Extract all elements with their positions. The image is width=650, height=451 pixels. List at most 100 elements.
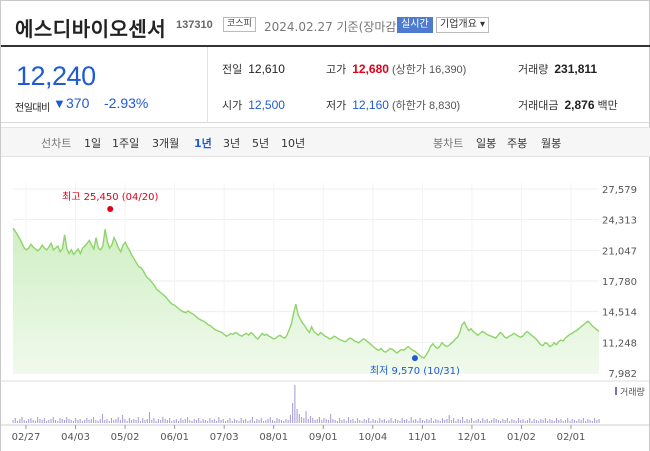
volume-bar (101, 414, 104, 423)
volume-bar (403, 420, 406, 423)
tab-3y[interactable]: 3년 (223, 137, 241, 150)
volume-bar (354, 421, 356, 423)
high-value: 12,680 (352, 62, 389, 76)
volume-bar (160, 420, 162, 423)
volume-bar (540, 419, 542, 423)
lower-limit: (하한가 8,830) (391, 100, 461, 112)
volume-bar (75, 418, 77, 423)
tab-1y[interactable]: 1년 (194, 137, 212, 150)
volume-bar (57, 421, 59, 423)
volume-bar (323, 418, 325, 423)
x-tick-label: 10/04 (358, 432, 387, 443)
volume-bar (155, 421, 157, 423)
volume-bar (227, 420, 229, 423)
y-tick-label: 14,514 (602, 308, 637, 319)
volume-bar (139, 421, 142, 423)
volume-bar (571, 419, 573, 423)
volume-bar (312, 418, 314, 423)
tab-daily[interactable]: 일봉 (476, 137, 497, 150)
trade-value: 2,876 (564, 98, 595, 112)
x-tick-label: 11/01 (408, 432, 437, 443)
volume-bar (582, 418, 584, 423)
high-cell: 고가 12,680 (상한가 16,390) (326, 61, 466, 77)
volume-bar (506, 418, 508, 423)
volume-bar (392, 421, 394, 423)
volume-bar (350, 420, 352, 423)
x-tick-label: 06/01 (160, 432, 189, 443)
volume-bar (330, 414, 332, 423)
volume-bar (61, 419, 63, 423)
volume-bar (437, 420, 439, 423)
company-overview-dropdown[interactable]: 기업개요 ▾ (436, 17, 489, 33)
volume-bar (207, 421, 209, 423)
volume-bar (142, 418, 144, 423)
tab-monthly[interactable]: 월봉 (541, 137, 562, 150)
volume-bar (276, 418, 278, 423)
volume-bar (551, 420, 553, 423)
volume-bar (497, 420, 499, 423)
volume-bar (363, 419, 365, 423)
volume-bar (381, 420, 383, 423)
volume-bar (41, 420, 43, 423)
tab-1d[interactable]: 1일 (84, 137, 102, 150)
volume-bar (538, 421, 540, 423)
volume-bar (394, 419, 397, 423)
volume-bar (25, 421, 28, 423)
volume-bar (533, 419, 535, 423)
stock-name[interactable]: 에스디바이오센서 (15, 17, 167, 41)
volume-bar (477, 419, 479, 423)
change-percent: -2.93% (104, 95, 149, 111)
volume-bar (175, 419, 177, 423)
x-tick-label: 02/01 (557, 432, 586, 443)
open-label: 시가 (222, 99, 243, 112)
volume-bar (110, 418, 113, 423)
volume-bar (419, 418, 421, 423)
volume-bar (133, 419, 135, 423)
volume-bar (186, 417, 189, 423)
tab-10y[interactable]: 10년 (281, 137, 306, 150)
realtime-button[interactable]: 실시간 (397, 17, 433, 33)
volume-bar (231, 421, 233, 423)
volume-bar (549, 419, 551, 423)
volume-bar (280, 420, 282, 423)
volume-bar (500, 421, 502, 423)
volume-bar (455, 421, 457, 423)
volume-bar (410, 417, 412, 423)
volume-bar (126, 421, 128, 423)
volume-bar (260, 418, 262, 423)
volume-bar (567, 418, 569, 423)
volume-bar (157, 419, 159, 423)
stock-header: 에스디바이오센서 137310 코스피 2024.02.27 기준(장마감) 실… (1, 1, 650, 45)
volume-bar (249, 420, 251, 423)
volume-bar (81, 421, 83, 423)
volume-bar (301, 417, 303, 423)
volume-bar (466, 419, 468, 423)
change-value: 370 (66, 95, 90, 111)
volume-bar (580, 420, 582, 423)
volume-bar (211, 420, 213, 423)
volume-bar (406, 419, 408, 423)
volume-bar (462, 417, 464, 423)
volume-bar (113, 420, 115, 423)
volume-bar (578, 419, 580, 423)
tab-1w[interactable]: 1주일 (112, 137, 140, 150)
prev-close-label: 전일 (222, 63, 243, 76)
volume-bar (473, 421, 475, 423)
volume-bar (166, 420, 168, 423)
tab-weekly[interactable]: 주봉 (507, 137, 528, 150)
price-chart[interactable]: 27,579 24,313 21,047 17,780 14,514 11,248 7,98… (1, 161, 649, 451)
tab-5y[interactable]: 5년 (252, 137, 270, 150)
volume-bar (569, 421, 571, 423)
volume-bar (247, 421, 249, 423)
tab-3m[interactable]: 3개월 (152, 137, 180, 150)
volume-bar (370, 421, 372, 423)
x-tick-label: 12/01 (457, 432, 486, 443)
volume-bar (415, 419, 417, 423)
x-tick-label: 01/02 (507, 432, 536, 443)
volume-bar (386, 421, 388, 423)
volume-bar (515, 421, 517, 423)
volume-bar (368, 418, 370, 423)
volume-bar (542, 420, 544, 423)
volume-bar (585, 421, 587, 423)
